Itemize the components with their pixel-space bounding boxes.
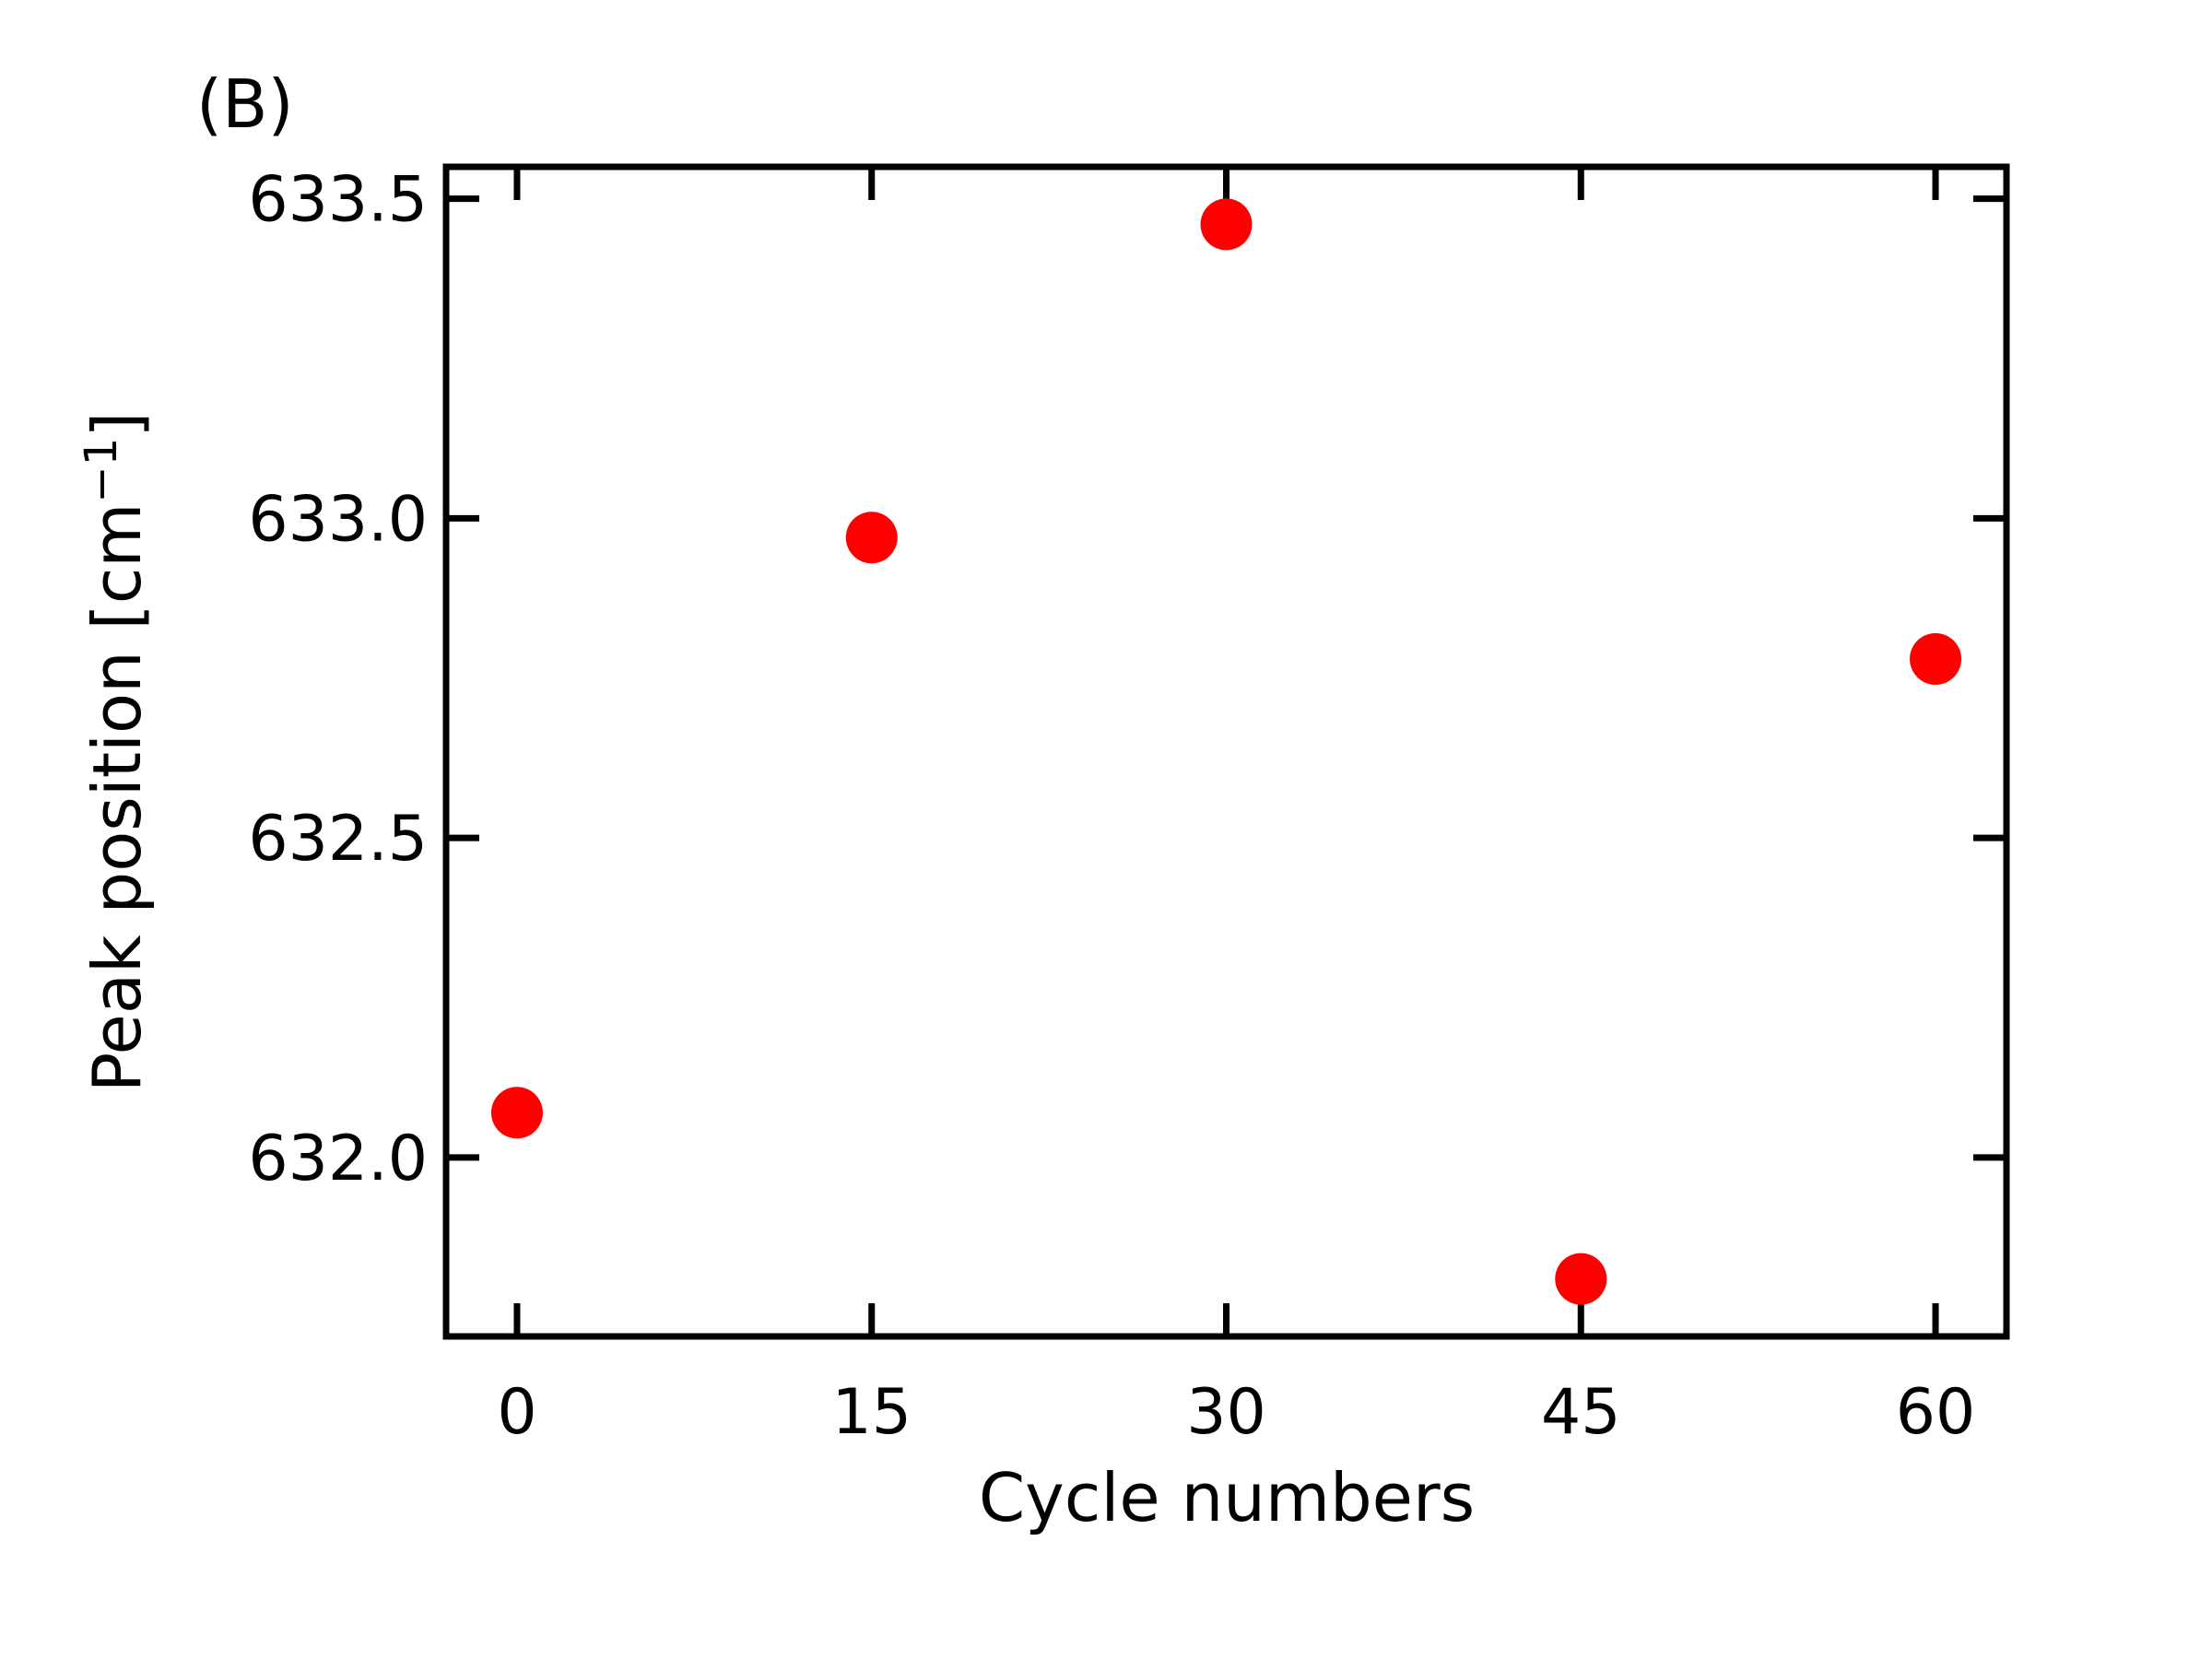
y-axis-title-main: Peak position [cm bbox=[78, 503, 156, 1093]
panel-label: (B) bbox=[196, 65, 294, 143]
data-point bbox=[845, 512, 898, 564]
y-tick-label: 632.5 bbox=[248, 803, 428, 876]
y-tick-label: 632.0 bbox=[248, 1123, 428, 1195]
y-tick-label: 633.5 bbox=[248, 164, 428, 237]
plot-frame bbox=[442, 163, 2010, 1340]
data-point bbox=[1910, 632, 1962, 685]
data-point bbox=[490, 1087, 543, 1139]
x-axis-title: Cycle numbers bbox=[979, 1459, 1475, 1536]
y-tick-label: 633.0 bbox=[248, 483, 428, 556]
x-tick-label: 45 bbox=[1541, 1376, 1621, 1449]
data-point bbox=[1555, 1253, 1607, 1305]
plot-area: 0 15 30 45 60 632.0 632.5 633.0 633.5 bbox=[248, 163, 2010, 1449]
x-tick-label: 0 bbox=[497, 1376, 536, 1449]
y-axis-title: Peak position [cm−1] bbox=[76, 412, 156, 1093]
y-axis-title-superscript: −1 bbox=[76, 438, 127, 503]
x-tick-label: 15 bbox=[831, 1376, 912, 1449]
x-tick-label: 60 bbox=[1896, 1376, 1976, 1449]
x-tick-label: 30 bbox=[1186, 1376, 1266, 1449]
y-axis-title-suffix: ] bbox=[78, 412, 156, 438]
data-points bbox=[490, 198, 1962, 1305]
data-point bbox=[1200, 198, 1253, 251]
